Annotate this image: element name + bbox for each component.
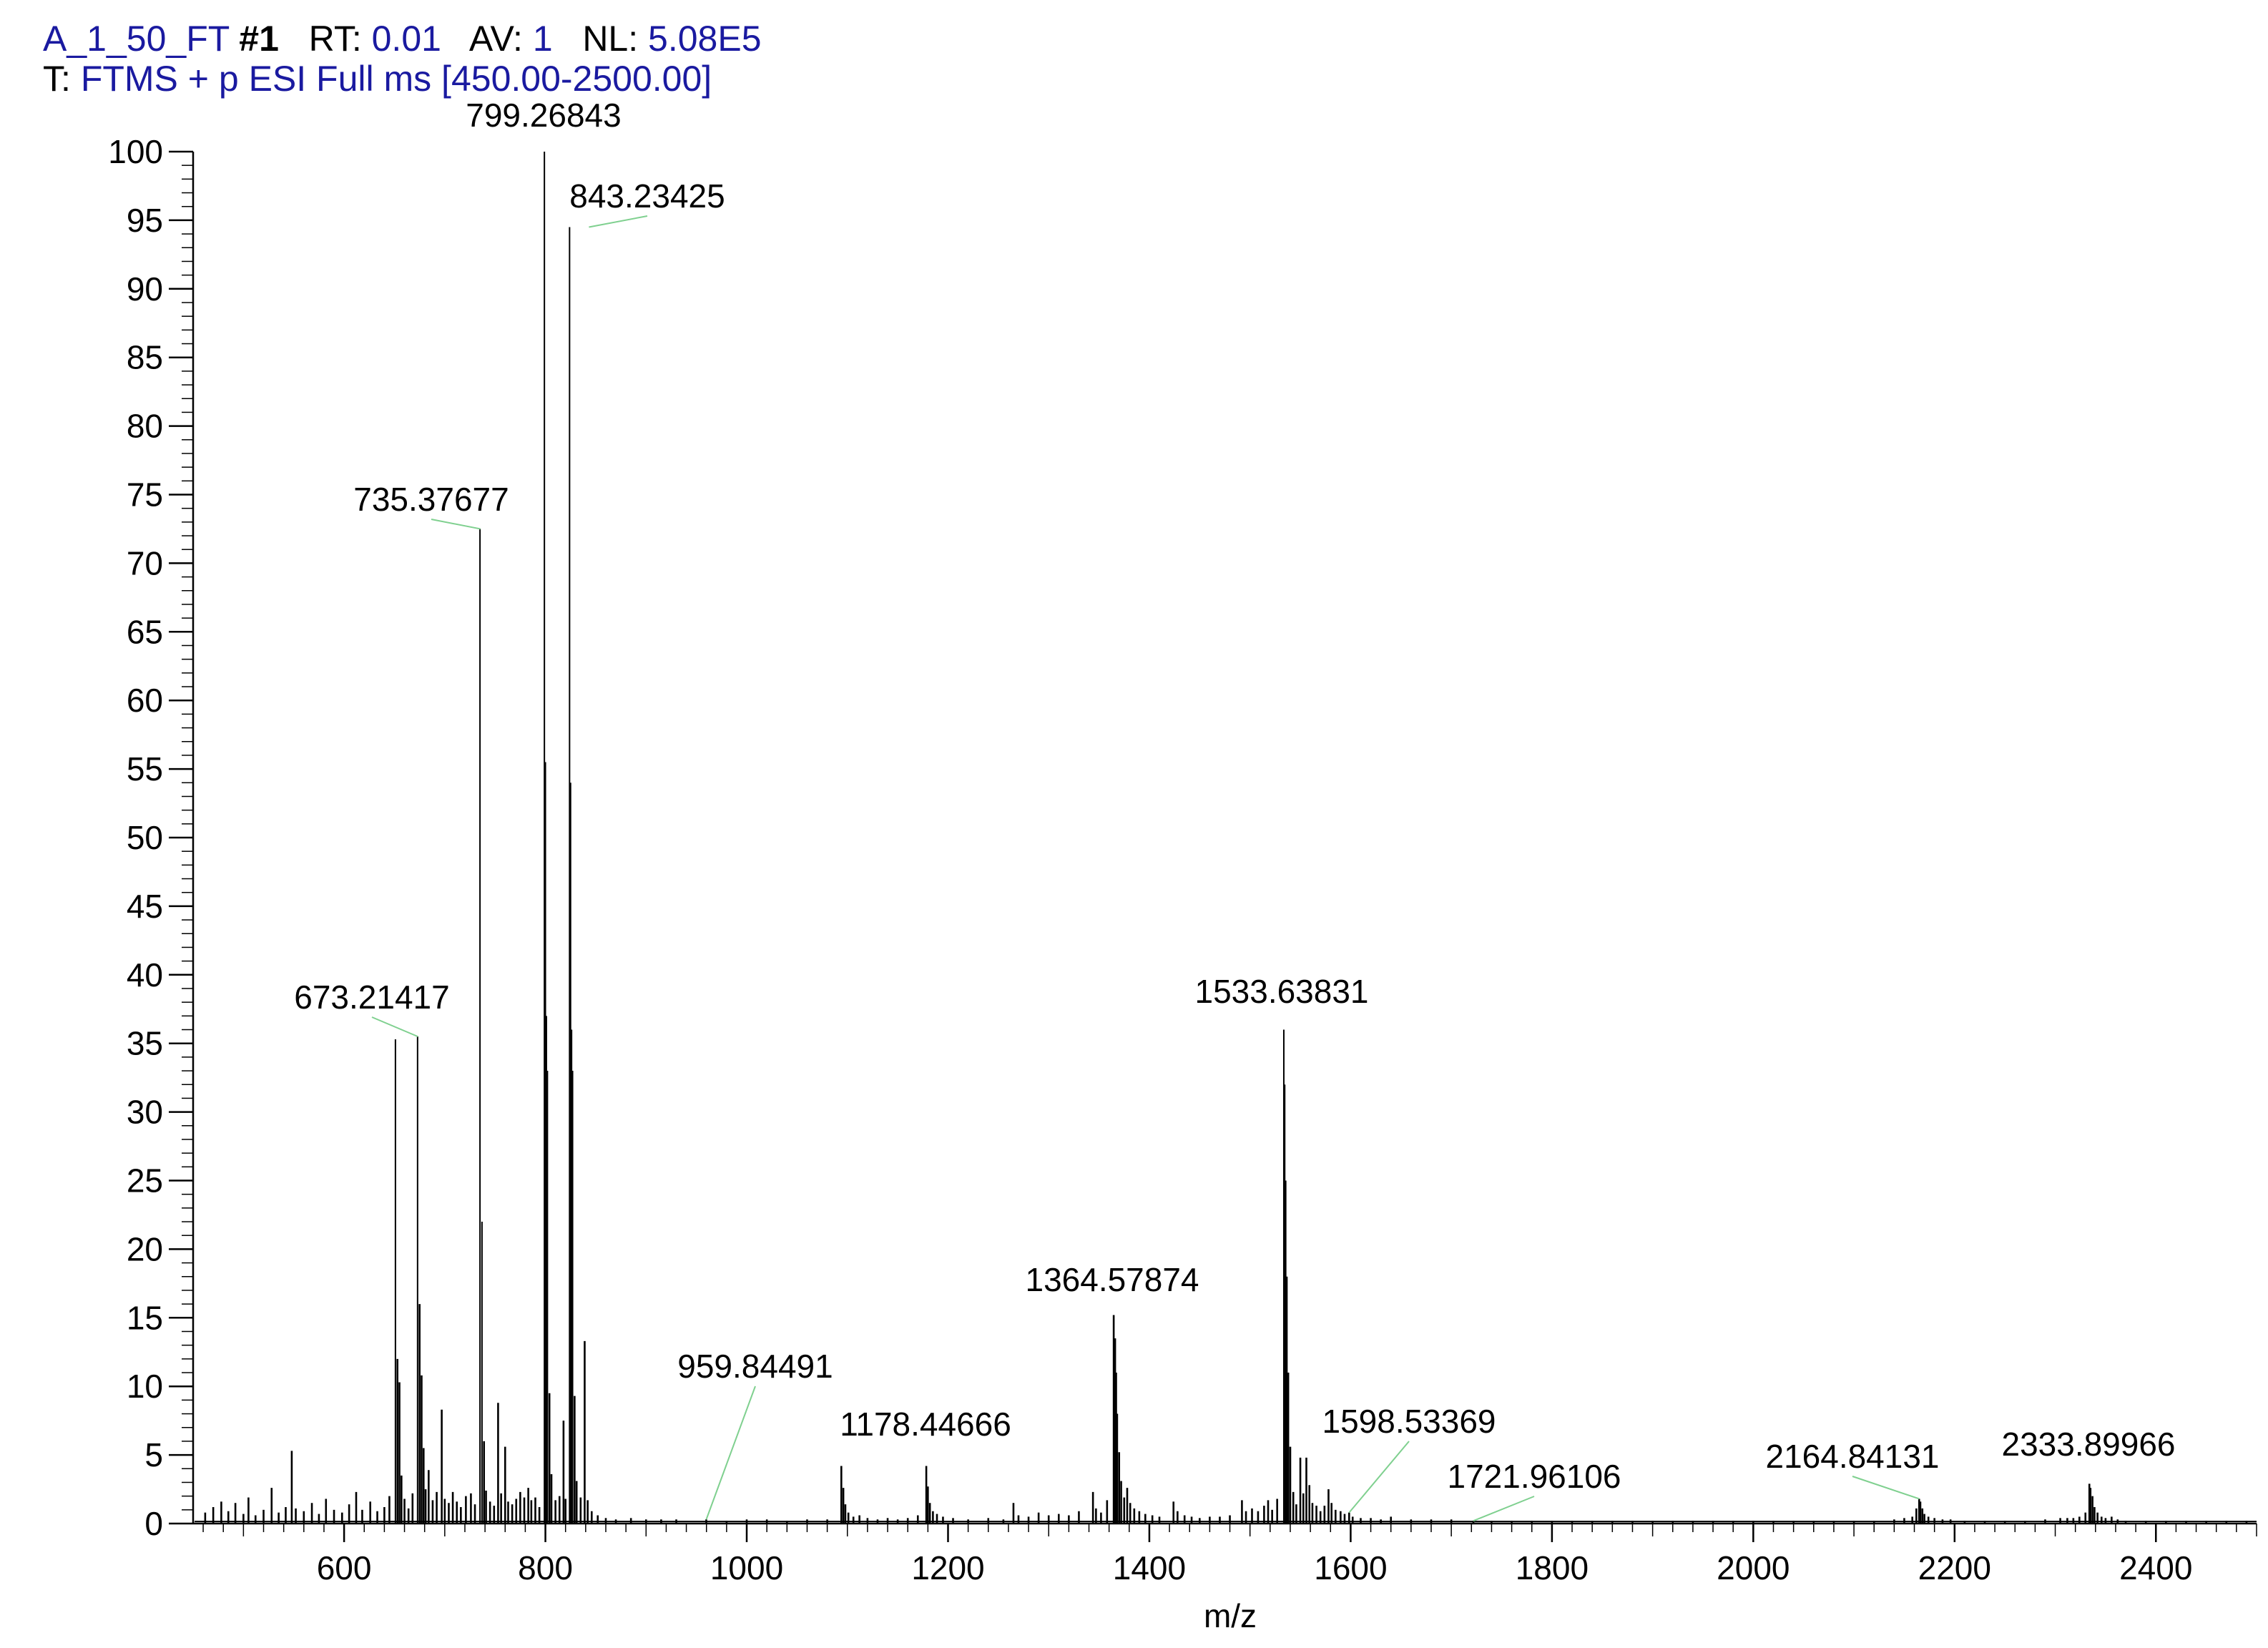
rt-value: 0.01 <box>371 19 441 59</box>
nl-label: NL: <box>582 19 639 59</box>
peak-label: 1178.44666 <box>840 1406 1011 1443</box>
y-tick-label: 65 <box>127 613 163 650</box>
x-tick-label: 1600 <box>1314 1549 1387 1586</box>
peak-label: 1598.53369 <box>1322 1403 1496 1440</box>
peak-label: 799.26843 <box>466 97 621 134</box>
x-tick-label: 2400 <box>2119 1549 2192 1586</box>
y-tick-label: 85 <box>127 339 163 376</box>
y-tick-label: 45 <box>127 888 163 925</box>
y-tick-label: 5 <box>144 1436 163 1473</box>
filter-label: T: <box>43 59 71 99</box>
peak-label: 959.84491 <box>677 1348 833 1385</box>
y-tick-label: 75 <box>127 476 163 514</box>
peak-leader-lines <box>371 215 1920 1522</box>
y-tick-label: 0 <box>144 1505 163 1542</box>
x-axis-title: m/z <box>1204 1597 1257 1634</box>
peak-leader-line <box>589 215 648 228</box>
peak-leader-line <box>1348 1441 1410 1514</box>
x-tick-label: 1400 <box>1113 1549 1186 1586</box>
peak-label: 673.21417 <box>294 978 449 1016</box>
y-axis: 0 5 10 15 20 25 30 35 40 45 50 55 60 65 70 75 80 85 90 95 10… <box>108 133 195 1542</box>
peak-label: 1364.57874 <box>1025 1261 1199 1298</box>
x-tick-label: 1000 <box>710 1549 783 1586</box>
scan-info-line: A_1_50_FT #1 RT: 0.01 AV: 1 NL: 5.08E5 <box>43 19 762 59</box>
y-tick-label: 25 <box>127 1162 163 1200</box>
peak-series <box>195 152 2257 1524</box>
y-tick-label: 10 <box>127 1368 163 1405</box>
scan-filter: FTMS + p ESI Full ms [450.00-2500.00] <box>80 59 712 99</box>
y-tick-label: 80 <box>127 408 163 445</box>
peak-leader-line <box>705 1385 756 1520</box>
y-tick-label: 100 <box>108 133 163 170</box>
av-value: 1 <box>532 19 553 59</box>
y-tick-label: 90 <box>127 270 163 308</box>
x-tick-label: 1200 <box>911 1549 984 1586</box>
x-tick-label: 600 <box>317 1549 372 1586</box>
y-tick-label: 50 <box>127 819 163 856</box>
peak-labels: 673.21417 735.37677 799.26843 843.23425 959.… <box>294 97 2175 1495</box>
y-tick-label: 95 <box>127 202 163 239</box>
peak-label: 2333.89966 <box>2001 1426 2175 1463</box>
y-tick-label: 40 <box>127 956 163 994</box>
nl-value: 5.08E5 <box>648 19 762 59</box>
y-tick-label: 60 <box>127 682 163 719</box>
y-tick-label: 20 <box>127 1230 163 1267</box>
peak-leader-line <box>431 519 481 530</box>
rt-label: RT: <box>308 19 362 59</box>
scan-number: #1 <box>239 19 279 59</box>
peak-label: 1533.63831 <box>1194 973 1368 1010</box>
y-tick-label: 15 <box>127 1299 163 1336</box>
spectrum-header: A_1_50_FT #1 RT: 0.01 AV: 1 NL: 5.08E5 T… <box>43 19 762 99</box>
x-tick-label: 2000 <box>1717 1549 1790 1586</box>
y-tick-label: 30 <box>127 1094 163 1131</box>
peak-leader-line <box>1852 1476 1920 1500</box>
av-label: AV: <box>468 19 523 59</box>
peak-leader-line <box>371 1016 418 1038</box>
peak-label: 735.37677 <box>353 481 509 518</box>
x-axis: 600 800 1000 1200 1400 1600 1800 2000 2200 2400 <box>193 1522 2257 1586</box>
filter-line: T: FTMS + p ESI Full ms [450.00-2500.00] <box>43 59 762 99</box>
peak-label: 843.23425 <box>569 177 725 215</box>
x-tick-label: 800 <box>518 1549 573 1586</box>
peak-leader-line <box>1473 1496 1535 1522</box>
x-tick-label: 2200 <box>1918 1549 1991 1586</box>
y-tick-label: 70 <box>127 544 163 582</box>
sample-name: A_1_50_FT <box>43 19 230 59</box>
peak-label: 1721.96106 <box>1447 1458 1621 1495</box>
x-tick-label: 1800 <box>1516 1549 1589 1586</box>
peak-label: 2164.84131 <box>1765 1438 1939 1475</box>
y-tick-label: 35 <box>127 1025 163 1062</box>
y-tick-label: 55 <box>127 750 163 788</box>
